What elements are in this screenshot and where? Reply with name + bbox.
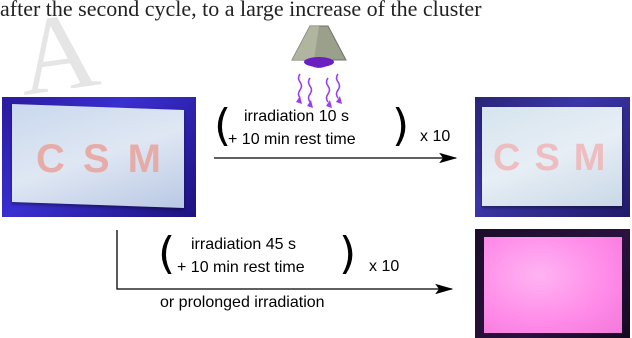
condition-line-1: irradiation 45 s bbox=[191, 236, 296, 253]
csm-letters: CSM bbox=[36, 137, 179, 181]
glowing-sample-photo bbox=[475, 229, 630, 338]
csm-letters: CSM bbox=[493, 137, 620, 179]
condition-line-2: + 10 min rest time bbox=[177, 259, 305, 276]
right-parenthesis: ) bbox=[392, 100, 410, 151]
left-parenthesis: ( bbox=[158, 228, 176, 279]
right-parenthesis: ) bbox=[339, 228, 357, 279]
initial-sample-photo: CSM bbox=[2, 97, 196, 217]
cycle-multiplier: x 10 bbox=[420, 128, 451, 145]
sample-sheet bbox=[482, 107, 622, 206]
uv-lamp-icon bbox=[291, 25, 347, 108]
alternative-condition: or prolonged irradiation bbox=[160, 294, 325, 311]
condition-line-1: irradiation 10 s bbox=[244, 108, 349, 125]
pink-sheet bbox=[484, 237, 622, 333]
cycle-multiplier: x 10 bbox=[369, 258, 400, 275]
cycled-sample-photo: CSM bbox=[475, 97, 630, 217]
condition-line-2: + 10 min rest time bbox=[228, 131, 356, 148]
arrow-bottom bbox=[116, 230, 454, 295]
top-caption-text: after the second cycle, to a large incre… bbox=[0, 0, 482, 21]
left-parenthesis: ( bbox=[214, 100, 232, 151]
